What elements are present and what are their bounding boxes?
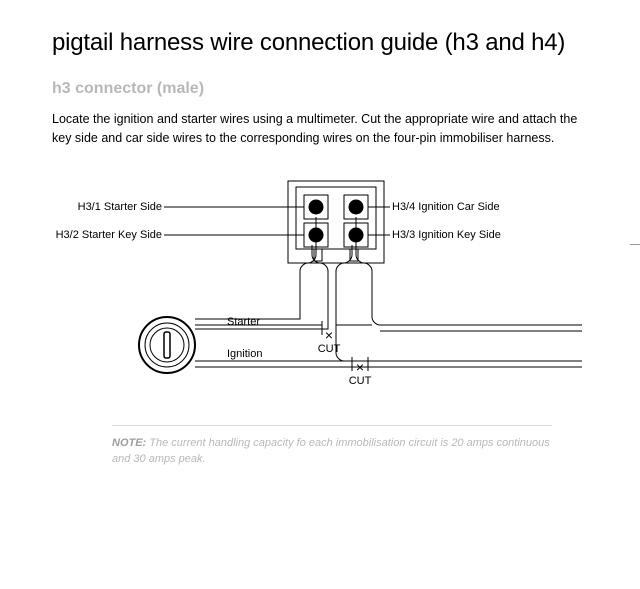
- note-divider: [112, 425, 552, 426]
- page-title: pigtail harness wire connection guide (h…: [52, 28, 588, 58]
- section-subtitle: h3 connector (male): [52, 80, 588, 98]
- page-edge-dash: [630, 244, 640, 245]
- intro-paragraph: Locate the ignition and starter wires us…: [52, 110, 588, 149]
- ignition_label: Ignition: [227, 348, 262, 360]
- h3_1_label: H3/1 Starter Side: [78, 201, 162, 213]
- cut2_label: CUT: [349, 375, 372, 387]
- h3_3_label: H3/3 Ignition Key Side: [392, 229, 501, 241]
- h3_4_label: H3/4 Ignition Car Side: [392, 201, 500, 213]
- starter_label: Starter: [227, 316, 260, 328]
- note-text: NOTE: The current handling capacity fo e…: [112, 436, 552, 468]
- note-body: The current handling capacity fo each im…: [112, 437, 550, 465]
- cut1_label: CUT: [318, 343, 341, 355]
- h3_2_label: H3/2 Starter Key Side: [56, 229, 162, 241]
- cut2_x: ×: [356, 359, 364, 375]
- note-label: NOTE:: [112, 437, 146, 449]
- cut1_x: ×: [325, 327, 333, 343]
- connector-diagram: H3/1 Starter Side H3/2 Starter Key Side H3…: [52, 177, 588, 407]
- diagram-svg: H3/1 Starter Side H3/2 Starter Key Side H3…: [52, 177, 588, 407]
- document-page: pigtail harness wire connection guide (h…: [0, 0, 640, 488]
